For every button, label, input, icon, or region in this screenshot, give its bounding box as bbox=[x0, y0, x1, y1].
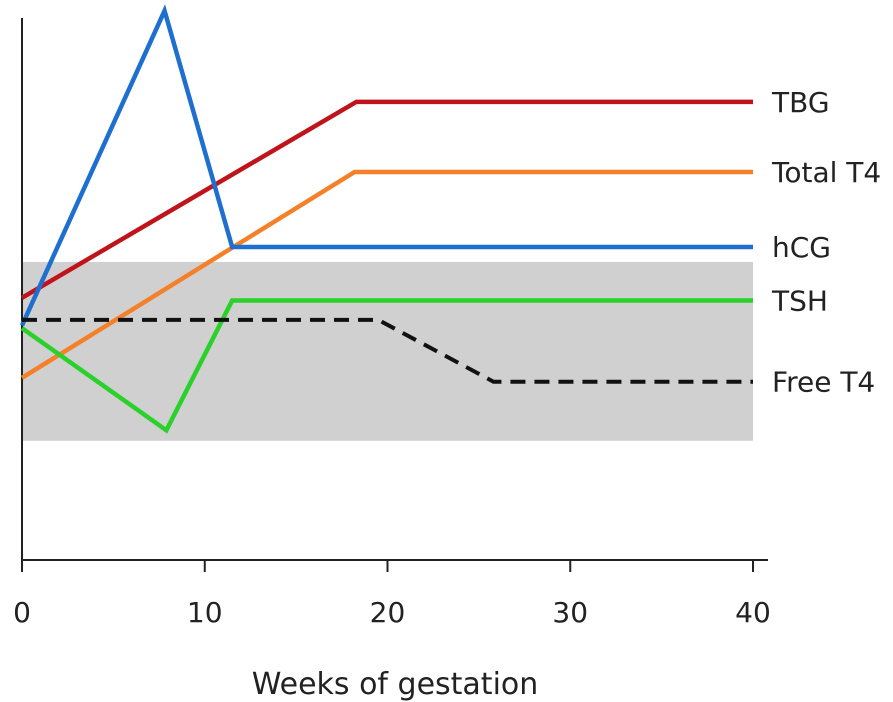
x-tick-label: 40 bbox=[735, 596, 771, 629]
x-axis-title: Weeks of gestation bbox=[252, 667, 539, 702]
series-line-hcg bbox=[19, 4, 753, 327]
x-tick-label: 10 bbox=[187, 596, 223, 629]
series-line-free-t4 bbox=[22, 317, 753, 384]
series-label-tbg: TBG bbox=[771, 86, 830, 119]
x-tick-label: 30 bbox=[552, 596, 588, 629]
series-line-tsh bbox=[20, 298, 753, 434]
reference-band bbox=[22, 261, 753, 441]
series-label-total-t4: Total T4 bbox=[771, 156, 881, 189]
series-label-hcg: hCG bbox=[772, 231, 831, 264]
series-label-tsh: TSH bbox=[771, 285, 828, 318]
x-tick-label: 20 bbox=[370, 596, 406, 629]
series-label-free-t4: Free T4 bbox=[772, 366, 875, 399]
series-line-tbg bbox=[20, 99, 753, 300]
x-tick-label: 0 bbox=[13, 596, 31, 629]
series-line-total-t4 bbox=[20, 169, 753, 380]
